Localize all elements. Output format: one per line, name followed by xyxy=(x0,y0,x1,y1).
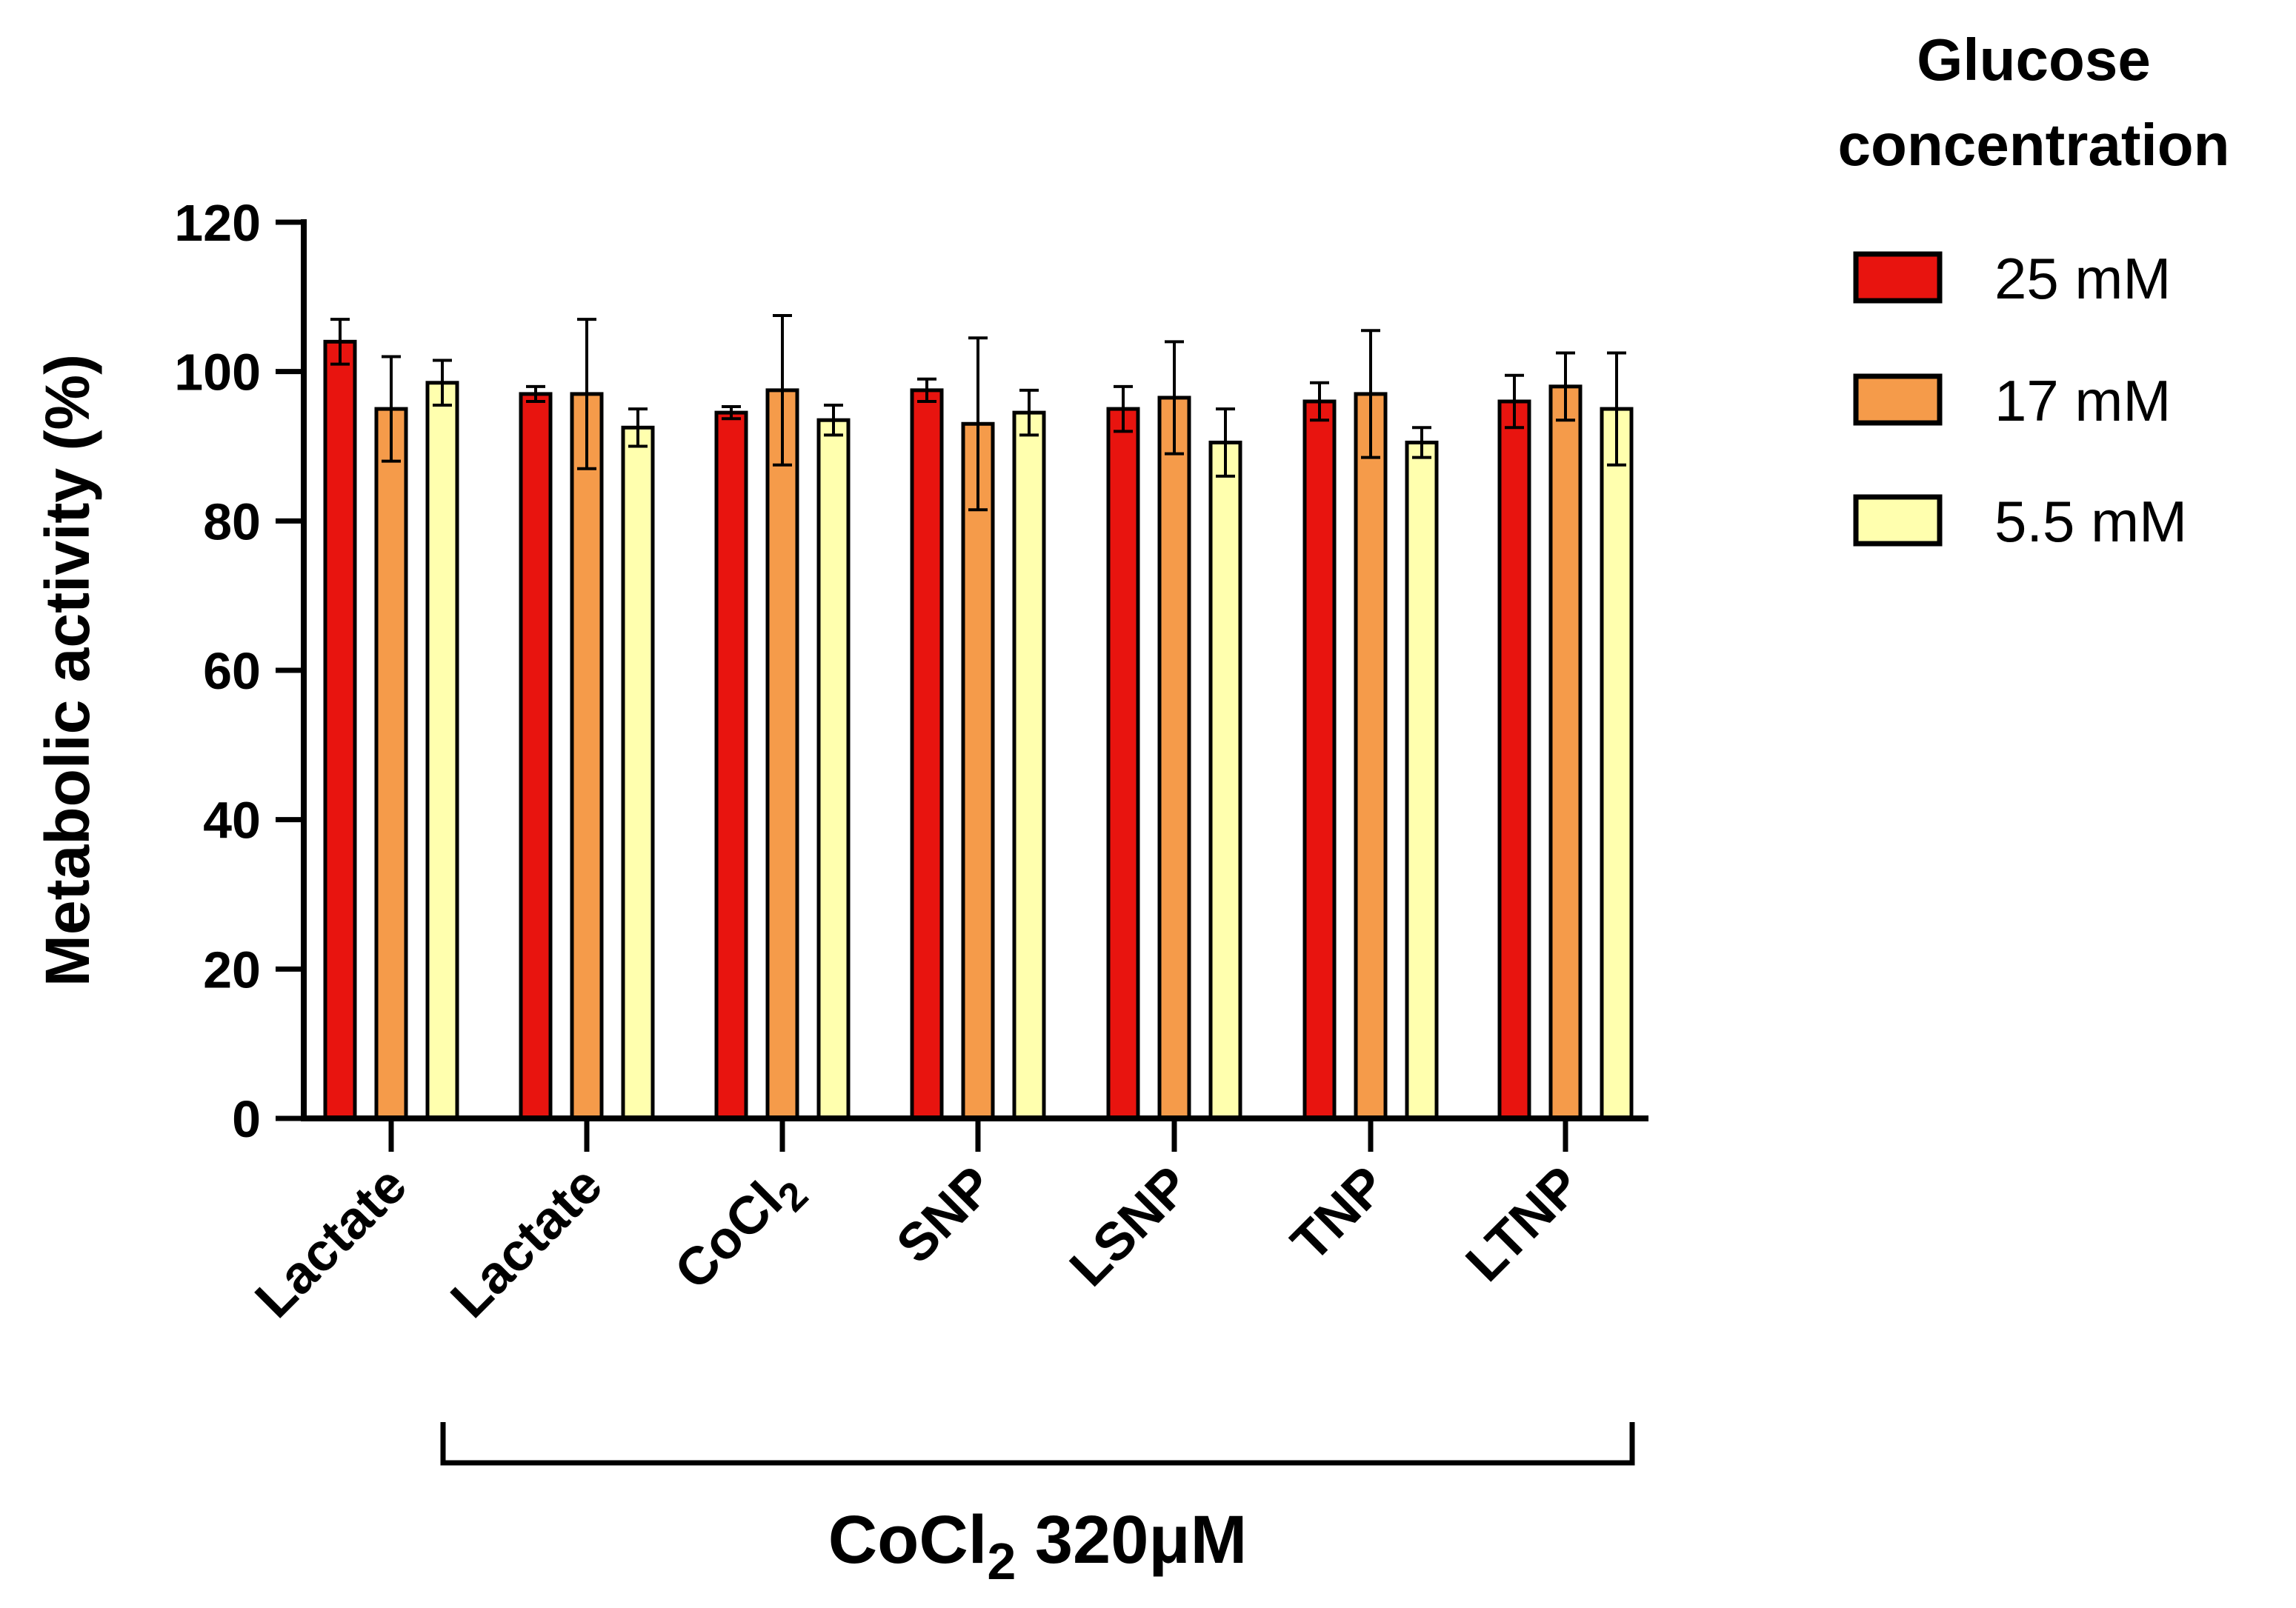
x-category-label: SNP xyxy=(885,1155,1005,1275)
x-category-label: Lactate xyxy=(439,1155,613,1330)
bar xyxy=(1106,407,1140,1121)
bar xyxy=(1157,396,1191,1121)
legend-title-line2: concentration xyxy=(1838,112,2230,178)
bar xyxy=(1302,399,1337,1121)
legend-swatch xyxy=(1853,373,1943,426)
bar xyxy=(323,339,357,1121)
y-tick-label: 20 xyxy=(203,941,261,998)
bar xyxy=(1497,399,1531,1121)
bar xyxy=(714,410,748,1121)
bar xyxy=(1208,440,1242,1121)
y-tick-label: 80 xyxy=(203,493,261,550)
x-category-label: LSNP xyxy=(1059,1155,1201,1298)
y-tick-label: 40 xyxy=(203,792,261,850)
bar xyxy=(816,418,851,1121)
group-bracket xyxy=(440,1422,1635,1466)
y-tick-label: 120 xyxy=(174,194,261,252)
bar xyxy=(570,392,604,1121)
legend-swatch xyxy=(1853,251,1943,304)
x-category-label: LTNP xyxy=(1455,1155,1593,1293)
bar xyxy=(1600,407,1634,1121)
bar xyxy=(961,421,995,1121)
bar xyxy=(765,388,799,1121)
bar xyxy=(621,425,655,1121)
bar xyxy=(1012,410,1046,1121)
bar xyxy=(910,388,944,1121)
legend-label: 5.5 mM xyxy=(1994,489,2187,554)
bar xyxy=(1405,440,1439,1121)
legend-title-line1: Glucose xyxy=(1917,27,2151,93)
bar xyxy=(425,381,459,1121)
bar xyxy=(374,407,408,1121)
legend-label: 17 mM xyxy=(1994,368,2171,433)
legend-swatch xyxy=(1853,494,1943,547)
y-axis-title: Metabolic activity (%) xyxy=(33,354,102,987)
y-tick-label: 0 xyxy=(232,1090,261,1148)
bracket-label: CoCl2 320μM xyxy=(828,1502,1248,1590)
x-category-label: CoCl2 xyxy=(664,1155,816,1308)
y-tick-label: 60 xyxy=(203,642,261,700)
y-tick-label: 100 xyxy=(174,344,261,401)
x-category-label: Lactate xyxy=(244,1155,418,1330)
legend-label: 25 mM xyxy=(1994,246,2171,311)
bar xyxy=(519,392,553,1121)
x-category-label: TNP xyxy=(1280,1155,1397,1272)
bar xyxy=(1548,384,1583,1121)
bar xyxy=(1354,392,1388,1121)
